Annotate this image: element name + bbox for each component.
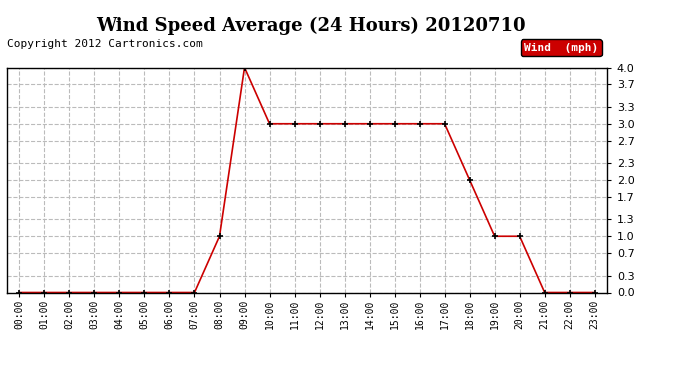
Text: Copyright 2012 Cartronics.com: Copyright 2012 Cartronics.com <box>7 39 203 50</box>
Legend: Wind  (mph): Wind (mph) <box>521 39 602 56</box>
Text: Wind Speed Average (24 Hours) 20120710: Wind Speed Average (24 Hours) 20120710 <box>96 17 525 35</box>
